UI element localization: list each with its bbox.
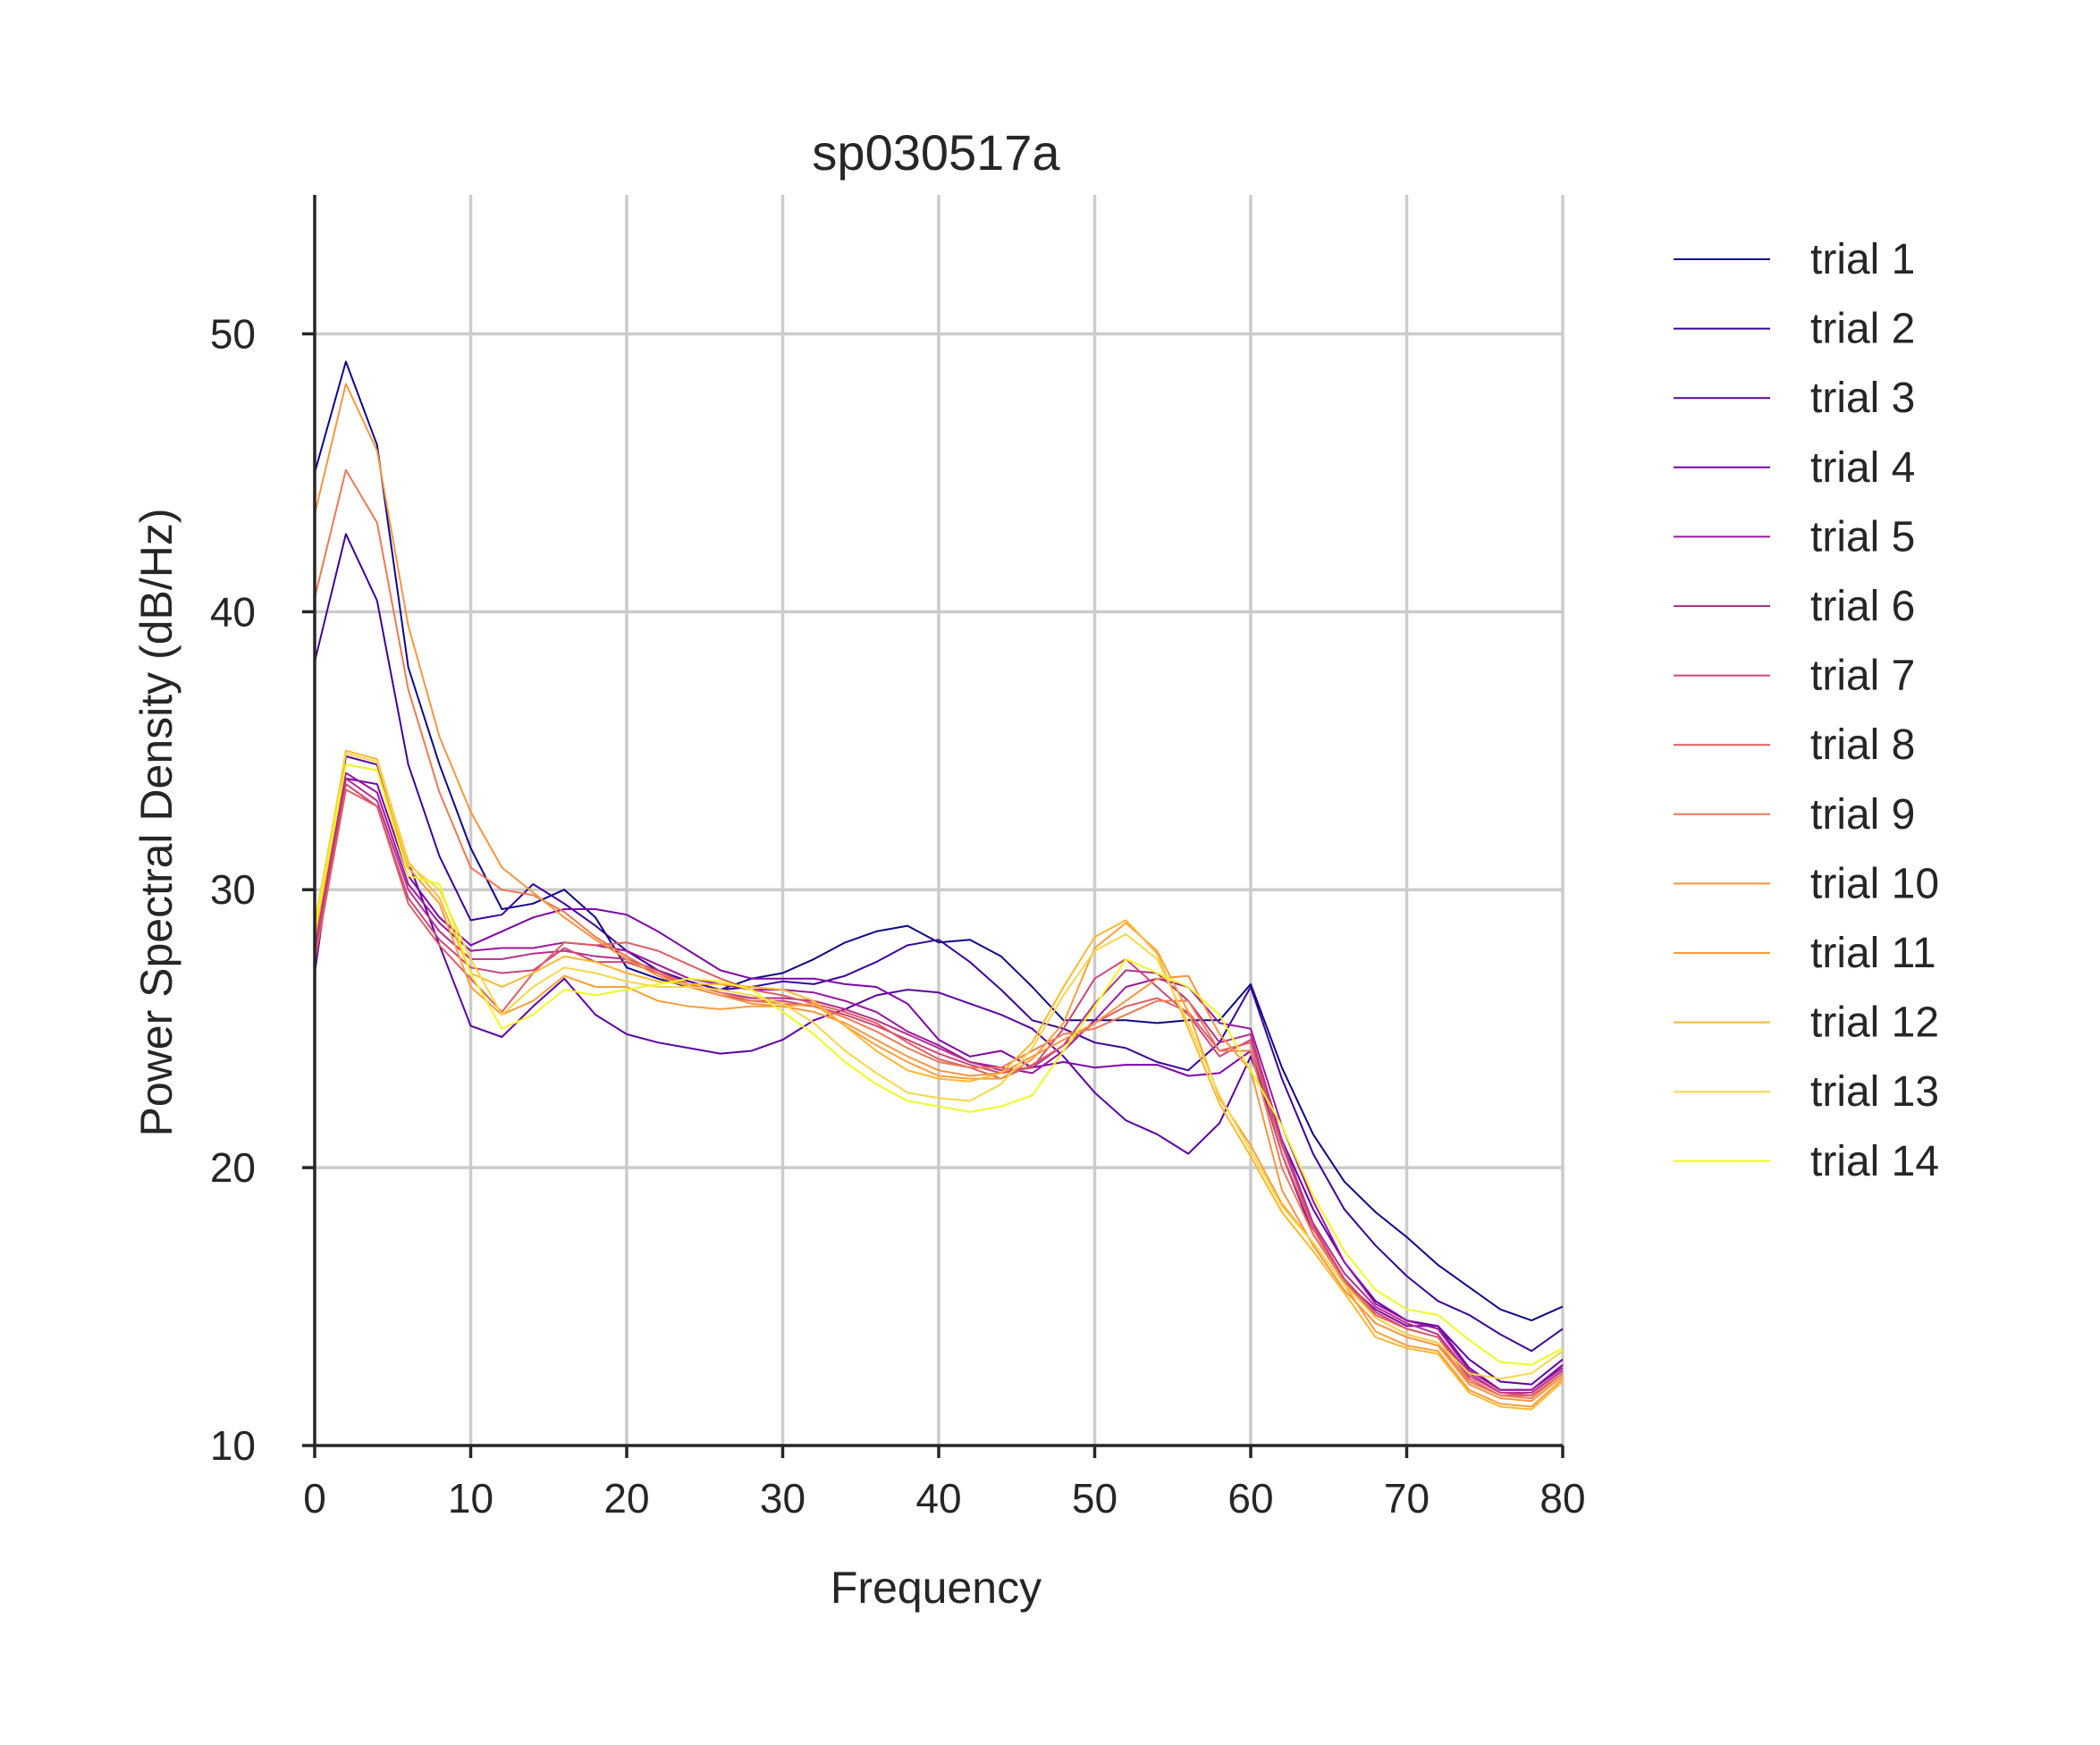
legend-label: trial 6 — [1810, 583, 1915, 630]
x-tick-label: 0 — [303, 1475, 326, 1522]
legend-label: trial 3 — [1810, 375, 1915, 422]
chart-title: sp030517a — [812, 124, 1060, 181]
series-line-trial-9 — [314, 468, 1564, 1400]
x-tick-label: 60 — [1227, 1475, 1273, 1522]
x-tick-label: 20 — [603, 1475, 649, 1522]
x-tick-label: 30 — [760, 1475, 805, 1522]
x-tick-label: 50 — [1072, 1475, 1117, 1522]
legend-label: trial 8 — [1810, 721, 1915, 769]
y-tick-label: 20 — [210, 1144, 256, 1191]
legend-label: trial 1 — [1810, 236, 1915, 283]
legend-label: trial 5 — [1810, 513, 1915, 561]
series-line-trial-14 — [314, 763, 1564, 1366]
y-tick-label: 30 — [210, 866, 256, 913]
x-tick-label: 10 — [448, 1475, 493, 1522]
series-line-trial-2 — [314, 533, 1564, 1353]
legend-label: trial 2 — [1810, 306, 1915, 353]
x-tick-label: 40 — [915, 1475, 961, 1522]
legend-label: trial 10 — [1810, 860, 1939, 907]
legend-label: trial 14 — [1810, 1138, 1939, 1185]
legend: trial 1 trial 2 trial 3 trial 4 trial 5 trial… — [1674, 236, 1939, 1185]
series-line-trial-1 — [314, 360, 1564, 1322]
series-line-trial-13 — [314, 752, 1564, 1380]
y-tick-label: 10 — [210, 1422, 256, 1469]
legend-label: trial 12 — [1810, 999, 1939, 1047]
legend-label: trial 11 — [1810, 930, 1936, 977]
legend-label: trial 7 — [1810, 653, 1915, 700]
series-lines — [314, 360, 1564, 1411]
series-line-trial-6 — [314, 777, 1564, 1394]
x-tick-label: 80 — [1539, 1475, 1585, 1522]
series-line-trial-5 — [314, 771, 1564, 1391]
axes: 0 10 20 30 40 50 60 70 80 10 20 30 40 50 — [210, 195, 1586, 1522]
series-line-trial-11 — [314, 763, 1564, 1408]
x-tick-label: 70 — [1384, 1475, 1430, 1522]
legend-label: trial 13 — [1810, 1068, 1939, 1116]
y-tick-label: 50 — [210, 310, 256, 357]
series-line-trial-12 — [314, 749, 1564, 1411]
y-axis-label: Power Spectral Density (dB/Hz) — [131, 508, 181, 1136]
legend-label: trial 4 — [1810, 444, 1915, 492]
x-axis-label: Frequency — [831, 1563, 1042, 1613]
y-tick-label: 40 — [210, 588, 256, 635]
legend-label: trial 9 — [1810, 791, 1915, 839]
series-line-trial-7 — [314, 783, 1564, 1396]
grid-lines — [315, 195, 1564, 1446]
